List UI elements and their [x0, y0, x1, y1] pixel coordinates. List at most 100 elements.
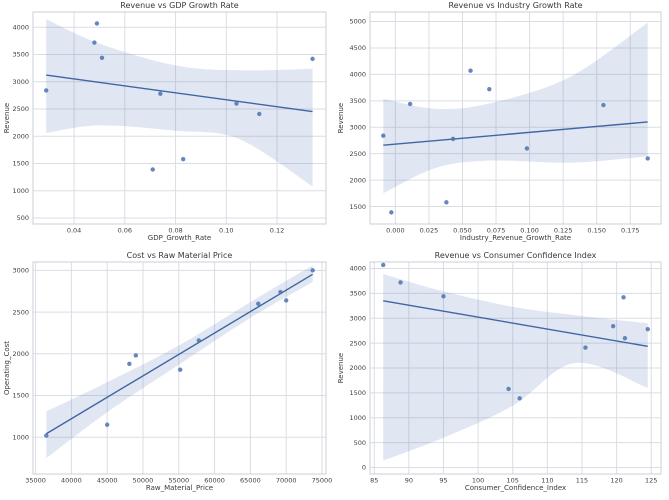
y-tick-label: 2500 — [349, 339, 366, 347]
regression-line — [46, 74, 313, 113]
data-point — [257, 111, 262, 117]
data-point — [487, 86, 492, 92]
x-tick-label: 100 — [472, 477, 484, 485]
regression-line — [45, 273, 314, 435]
y-tick-label: 1000 — [12, 433, 29, 441]
data-point — [506, 386, 511, 392]
x-axis-label: Consumer_Confidence_Index — [464, 484, 567, 492]
x-axis-label: Raw_Material_Price — [145, 484, 214, 492]
data-point — [278, 289, 283, 295]
data-point — [43, 88, 49, 93]
y-tick-label: 3500 — [349, 290, 366, 298]
x-tick-label: 95 — [439, 477, 447, 485]
data-point — [180, 156, 186, 162]
data-point — [622, 335, 628, 341]
y-tick-label: 3000 — [12, 267, 29, 275]
plot-border — [32, 261, 327, 475]
plot-border — [32, 11, 327, 225]
plot-title: Cost vs Raw Material Price — [126, 251, 233, 260]
data-point — [444, 200, 449, 205]
x-tick-label: 0.150 — [587, 227, 606, 235]
y-tick-label: 1500 — [349, 389, 366, 397]
y-tick-label: 2000 — [349, 176, 366, 184]
data-point — [178, 367, 183, 372]
data-point — [381, 133, 386, 138]
y-tick-label: 3000 — [349, 123, 366, 131]
y-tick-label: 1000 — [349, 414, 366, 422]
x-axis-label: GDP_Growth_Rate — [147, 234, 212, 242]
y-tick-label: 2500 — [349, 150, 366, 158]
data-point — [610, 323, 616, 329]
x-tick-label: 0.175 — [621, 227, 640, 235]
y-tick-label: 1000 — [12, 187, 29, 195]
data-point — [441, 294, 446, 299]
data-point — [234, 101, 239, 106]
data-point — [450, 136, 456, 142]
confidence-band — [383, 22, 648, 194]
x-tick-label: 0.08 — [168, 227, 182, 235]
data-point — [150, 167, 155, 172]
data-point — [398, 280, 403, 285]
plot-title: Revenue vs Consumer Confidence Index — [434, 251, 597, 260]
x-tick-label: 85 — [370, 477, 378, 485]
y-axis-label: Revenue — [3, 102, 11, 134]
confidence-band — [383, 273, 648, 461]
x-tick-label: 55000 — [168, 477, 189, 485]
x-tick-label: 105 — [507, 477, 519, 485]
scatter-plot-canvas-raw-material: 35000 40000 45000 50000 55000 60000 65000 70000… — [12, 261, 332, 485]
data-point — [99, 55, 105, 60]
y-tick-label: 4000 — [12, 23, 29, 31]
data-point — [104, 422, 110, 427]
x-tick-label: 0.050 — [453, 227, 472, 235]
x-tick-label: 110 — [541, 477, 553, 485]
data-point — [196, 338, 202, 343]
data-point — [407, 101, 413, 107]
y-tick-label: 0 — [362, 464, 366, 472]
x-tick-label: 0.12 — [270, 227, 284, 235]
y-tick-label: 4500 — [349, 44, 366, 52]
y-tick-label: 2500 — [12, 105, 29, 113]
y-axis-label: Operating_Cost — [3, 340, 11, 396]
data-point — [127, 361, 132, 367]
y-tick-label: 500 — [17, 214, 29, 222]
data-point — [92, 40, 97, 45]
regression-line — [383, 300, 648, 348]
subplot-cost-vs-raw-material: 35000 40000 45000 50000 55000 60000 65000 70000… — [0, 250, 334, 500]
data-point — [645, 326, 650, 332]
y-tick-label: 4000 — [349, 265, 366, 273]
y-tick-label: 3500 — [12, 51, 29, 59]
subplot-revenue-vs-gdp: 0.04 0.06 0.08 0.10 0.12 500 1000 1500 2000 2500 3… — [0, 0, 334, 250]
data-point — [133, 353, 139, 358]
y-tick-label: 5000 — [349, 18, 366, 26]
confidence-band — [46, 19, 313, 187]
regression-line — [383, 121, 648, 146]
y-axis-label: Revenue — [337, 352, 345, 384]
scatter-plot-canvas-gdp: 0.04 0.06 0.08 0.10 0.12 500 1000 1500 2000 2500 3… — [12, 11, 327, 235]
x-tick-label: 40000 — [61, 477, 82, 485]
data-point — [524, 146, 530, 151]
x-tick-label: 65000 — [240, 477, 261, 485]
data-point — [468, 68, 473, 73]
x-tick-label: 115 — [576, 477, 588, 485]
data-point — [256, 301, 261, 306]
x-tick-label: 0.000 — [386, 227, 405, 235]
data-point — [381, 262, 386, 268]
x-tick-label: 70000 — [276, 477, 297, 485]
x-tick-label: 125 — [645, 477, 657, 485]
data-point — [283, 298, 289, 303]
y-tick-label: 2000 — [12, 350, 29, 358]
plot-background — [370, 12, 661, 224]
scatter-plot-canvas-industry: 0.000 0.025 0.050 0.075 0.100 0.125 0.150 0.175… — [349, 11, 662, 235]
data-point — [94, 21, 100, 26]
x-tick-label: 0.025 — [420, 227, 439, 235]
x-tick-label: 0.06 — [118, 227, 132, 235]
x-tick-label: 0.04 — [67, 227, 81, 235]
y-tick-label: 1500 — [12, 160, 29, 168]
x-tick-label: 60000 — [204, 477, 225, 485]
y-tick-label: 3000 — [349, 314, 366, 322]
data-point — [310, 56, 315, 62]
y-axis-label: Revenue — [337, 102, 345, 134]
x-tick-label: 45000 — [97, 477, 118, 485]
y-tick-label: 2000 — [12, 132, 29, 140]
data-point — [621, 295, 626, 300]
